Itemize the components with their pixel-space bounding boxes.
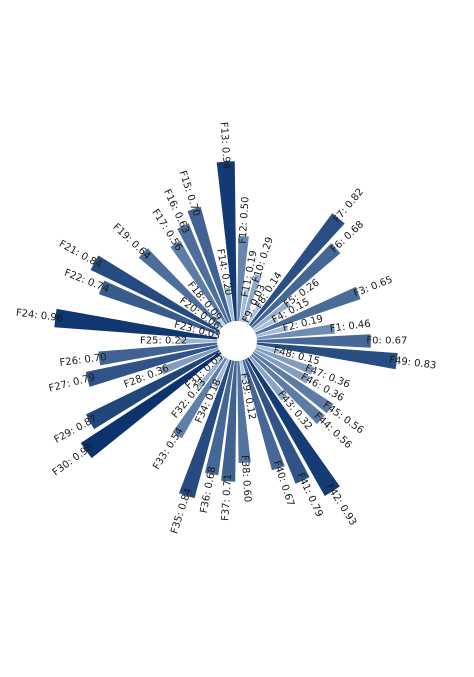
label-f24: F24: 0.96 (15, 308, 63, 325)
bar-f30 (80, 351, 222, 459)
label-f7: F7: 0.82 (332, 187, 367, 226)
label-f42: F42: 0.93 (324, 482, 359, 528)
bar-f37 (221, 360, 237, 482)
bar-f25 (179, 338, 218, 344)
bar-f34 (213, 358, 230, 388)
label-f30: F30: 0.98 (51, 442, 96, 479)
bar-f9 (244, 317, 249, 324)
label-f33: F33: 0.54 (151, 426, 186, 472)
label-f21: F21: 0.84 (57, 239, 104, 271)
bar-f11 (239, 289, 250, 322)
label-f25: F25: 0.22 (140, 336, 187, 347)
bar-f22 (98, 280, 219, 335)
bar-f24 (54, 308, 218, 340)
bar-f16 (177, 223, 230, 324)
bar-f46 (254, 349, 311, 384)
label-f36: F36: 0.68 (199, 466, 219, 515)
bar-f18 (213, 312, 226, 327)
label-f0: F0: 0.67 (366, 336, 407, 347)
bar-f0 (256, 334, 371, 348)
bar-f42 (246, 357, 340, 496)
bar-f39 (239, 360, 247, 382)
bar-f29 (85, 349, 220, 430)
bar-f12 (237, 236, 249, 322)
bar-f15 (187, 206, 232, 323)
bar-f4 (254, 317, 278, 333)
label-f1: F1: 0.46 (329, 319, 371, 335)
bar-f32 (197, 355, 226, 389)
bar-f20 (211, 322, 222, 331)
bar-f31 (215, 353, 224, 362)
bar-f35 (178, 359, 232, 499)
bar-f48 (256, 344, 282, 355)
bar-f40 (242, 359, 285, 471)
bar-f10 (242, 274, 262, 323)
bar-f17 (170, 240, 228, 325)
bar-f7 (248, 213, 345, 327)
bar-f19 (138, 248, 224, 329)
bar-f6 (250, 243, 341, 329)
bar-f8 (246, 302, 263, 325)
bar-f45 (252, 351, 334, 414)
bar-f1 (256, 323, 335, 340)
bar-f44 (250, 353, 325, 424)
label-f13: F13: 0.94 (218, 122, 232, 170)
label-f3: F3: 0.65 (352, 274, 394, 299)
bar-f3 (255, 286, 361, 335)
bar-f36 (204, 360, 235, 476)
bars-group (54, 161, 398, 499)
bar-f21 (90, 255, 220, 333)
label-f38: F38: 0.60 (239, 455, 253, 503)
bar-f38 (237, 360, 251, 463)
bar-f5 (252, 300, 291, 331)
label-f12: F12: 0.50 (238, 196, 252, 244)
label-f19: F19: 0.64 (110, 222, 152, 262)
bar-f43 (248, 355, 288, 401)
bar-f47 (255, 347, 314, 375)
bar-f23 (212, 333, 218, 338)
bar-f27 (85, 344, 218, 387)
label-f26: F26: 0.70 (59, 352, 107, 369)
label-f49: F49: 0.83 (389, 355, 437, 372)
bar-f41 (244, 358, 310, 484)
label-f27: F27: 0.79 (48, 372, 97, 394)
bar-f14 (224, 287, 235, 322)
bar-f49 (256, 342, 398, 370)
bar-f28 (160, 347, 219, 375)
bar-f13 (216, 161, 237, 322)
label-f35: F35: 0.84 (169, 487, 194, 535)
bar-f33 (172, 357, 228, 439)
label-f37: F37: 0.71 (220, 473, 234, 521)
bar-f2 (256, 325, 289, 338)
bar-f26 (98, 342, 218, 366)
